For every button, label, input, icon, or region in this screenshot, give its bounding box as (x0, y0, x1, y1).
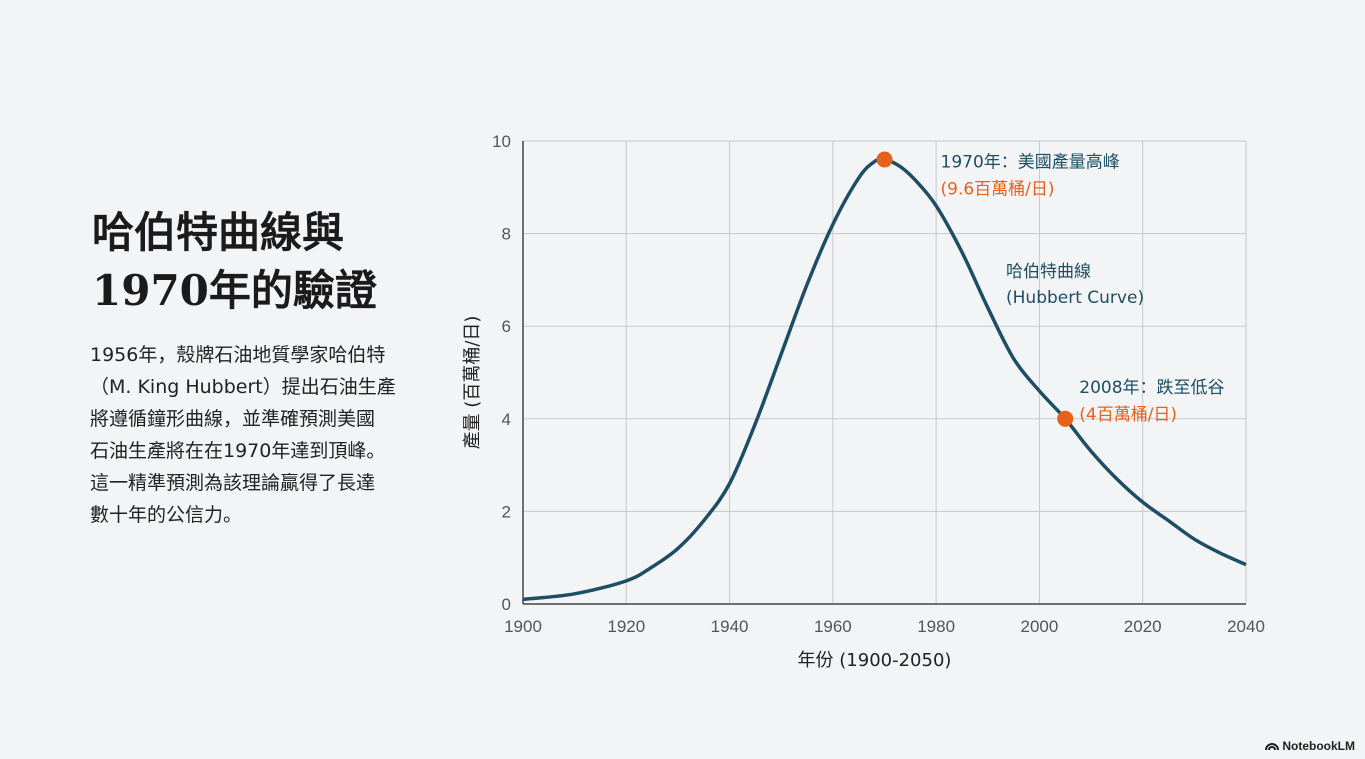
y-tick-label: 4 (502, 410, 511, 429)
curve-name-label: 哈伯特曲線 (1006, 262, 1091, 282)
curve-name-sublabel: (Hubbert Curve) (1006, 288, 1144, 308)
y-tick-label: 0 (502, 595, 511, 614)
x-tick-label: 2000 (1021, 617, 1059, 636)
body-line: 這一精準預測為該理論贏得了長達 (90, 472, 376, 494)
trough-sublabel: (4百萬桶/日) (1079, 405, 1177, 425)
peak-marker (876, 151, 893, 168)
trough-label: 2008年：跌至低谷 (1079, 378, 1224, 398)
notebooklm-logo-icon (1265, 743, 1280, 751)
hubbert-curve-line (522, 157, 1247, 602)
x-tick-label: 1920 (607, 617, 645, 636)
x-tick-label: 1900 (504, 617, 542, 636)
slide-title: 哈伯特曲線與 1970年的驗證 (92, 204, 452, 320)
brand-name: NotebookLM (1282, 739, 1355, 753)
body-line: 數十年的公信力。 (90, 504, 243, 526)
y-tick-label: 8 (502, 225, 511, 244)
x-axis-title: 年份 (1900-2050) (798, 650, 952, 671)
peak-sublabel: (9.6百萬桶/日) (941, 180, 1055, 200)
slide-body-text: 1956年，殼牌石油地質學家哈伯特 （M. King Hubbert）提出石油生… (90, 339, 430, 531)
x-tick-label: 2040 (1227, 617, 1265, 636)
x-tick-label: 1940 (711, 617, 749, 636)
body-line: 1956年，殼牌石油地質學家哈伯特 (90, 344, 386, 366)
x-tick-label: 1960 (814, 617, 852, 636)
slide-title-line: 哈伯特曲線與 (92, 208, 345, 257)
y-tick-label: 10 (492, 132, 511, 151)
y-axis-title: 產量 (百萬桶/日) (462, 316, 483, 450)
notebooklm-brand: NotebookLM (1265, 739, 1355, 753)
trough-marker (1057, 410, 1074, 427)
x-tick-label: 1980 (917, 617, 955, 636)
y-tick-label: 2 (502, 502, 511, 521)
y-tick-label: 6 (502, 317, 511, 336)
body-line: （M. King Hubbert）提出石油生產 (90, 376, 396, 398)
x-tick-label: 2020 (1124, 617, 1162, 636)
peak-label: 1970年：美國產量高峰 (941, 153, 1120, 173)
slide-title-line: 1970年的驗證 (92, 266, 377, 315)
body-line: 將遵循鐘形曲線，並準確預測美國 (90, 408, 376, 430)
body-line: 石油生產將在在1970年達到頂峰。 (90, 440, 386, 462)
